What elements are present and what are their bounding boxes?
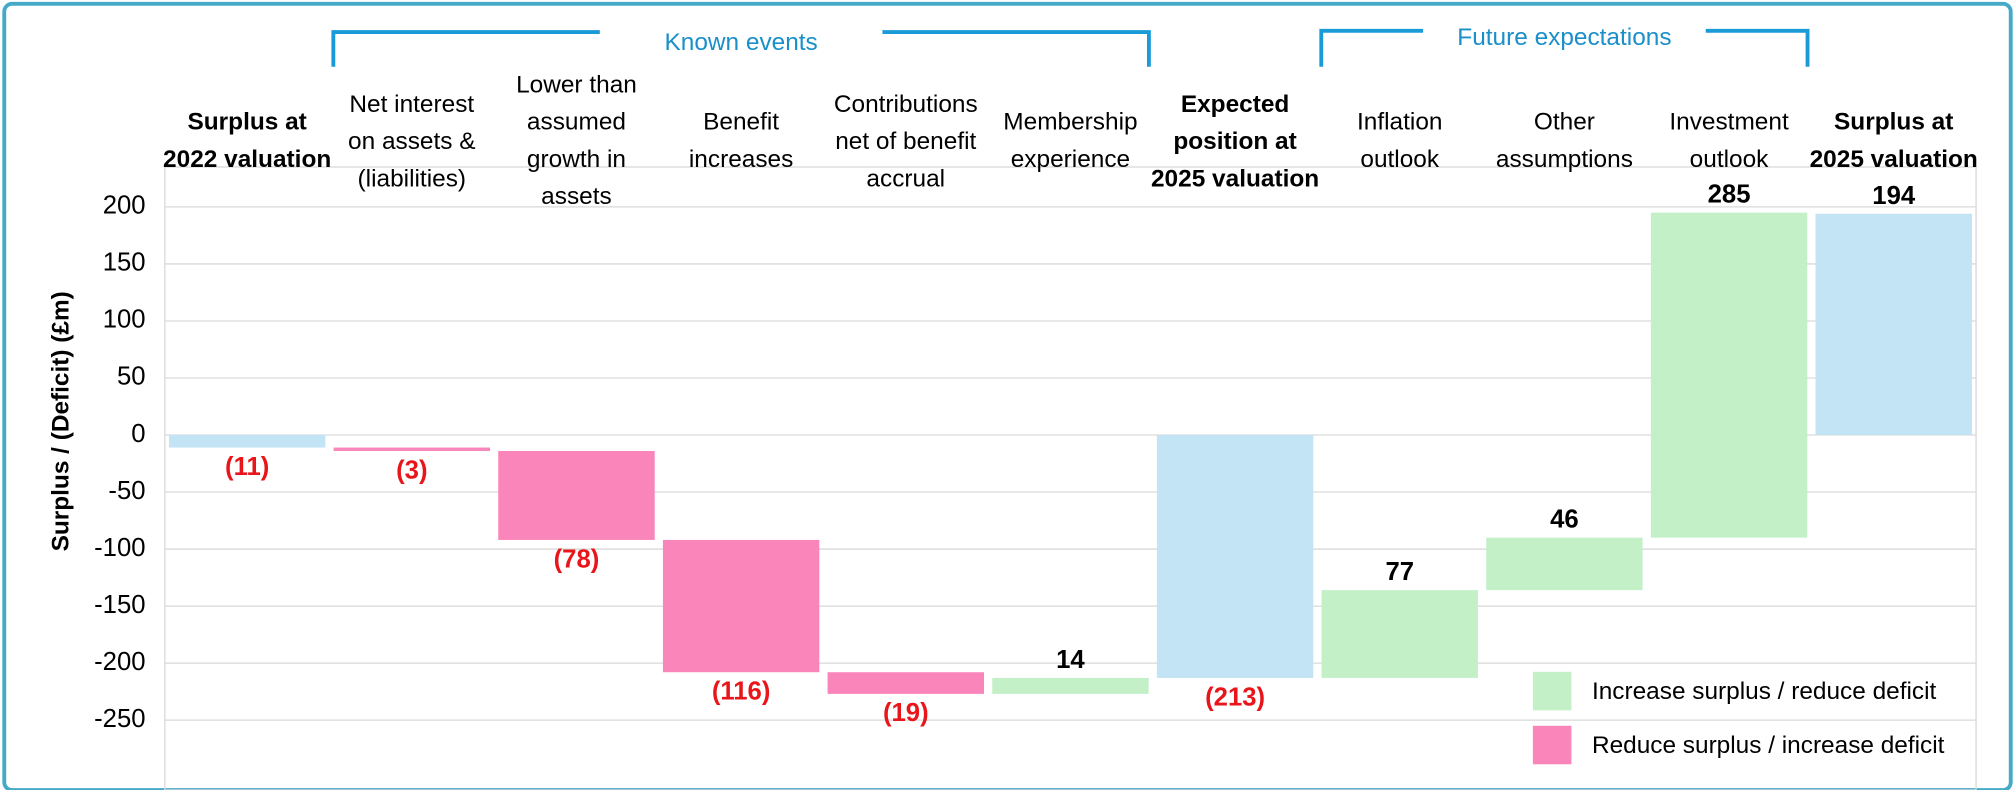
bar <box>827 672 984 694</box>
legend-swatch <box>1532 671 1572 711</box>
x-tick-label-box: Lower than assumed growth in assets <box>516 71 637 211</box>
x-tick-label-box: Benefit increases <box>688 109 794 174</box>
bar <box>1486 537 1643 591</box>
x-tick-label-box: Investment outlook <box>1669 109 1789 174</box>
group-bracket <box>331 30 1151 67</box>
x-tick-label-box: Net interest on assets & (liabilities) <box>348 90 476 193</box>
value-label: 285 <box>1708 181 1751 209</box>
bar <box>498 450 655 540</box>
x-tick-label: Contributions net of benefit accrual <box>833 90 978 193</box>
y-tick-label: -200 <box>94 648 145 676</box>
plot-area <box>164 166 1977 790</box>
x-tick-label: Surplus at 2025 valuation <box>1809 109 1978 174</box>
bar <box>1815 213 1972 436</box>
group-bracket <box>1319 28 1810 67</box>
value-label: (116) <box>712 678 771 706</box>
y-tick-label: -150 <box>94 591 145 619</box>
value-label: 77 <box>1385 558 1414 586</box>
bar <box>1321 590 1478 678</box>
y-tick-label: 150 <box>103 249 146 277</box>
value-label: (3) <box>396 456 427 484</box>
value-label: 194 <box>1872 182 1916 210</box>
x-tick-label: Expected position at 2025 valuation <box>1150 90 1320 193</box>
x-tick-label-box: Expected position at 2025 valuation <box>1150 90 1320 193</box>
y-tick-label: 50 <box>117 363 146 391</box>
x-tick-label: Investment outlook <box>1669 109 1789 174</box>
bar <box>662 539 820 673</box>
x-tick-label-box: Membership experience <box>1003 109 1138 174</box>
value-label: (213) <box>1205 683 1265 711</box>
y-axis-label: Surplus / (Deficit) (£m) <box>48 291 75 551</box>
bar <box>168 435 326 448</box>
x-tick-label: Lower than assumed growth in assets <box>516 71 637 211</box>
value-label: 14 <box>1056 646 1085 674</box>
bar <box>992 677 1149 694</box>
y-tick-label: 200 <box>103 192 146 220</box>
legend-swatch <box>1532 725 1572 765</box>
x-tick-label-box: Contributions net of benefit accrual <box>833 90 978 193</box>
x-tick-label: Benefit increases <box>688 109 794 174</box>
x-tick-label-box: Other assumptions <box>1495 109 1633 174</box>
x-tick-label-box: Surplus at 2022 valuation <box>163 109 332 174</box>
legend-label: Reduce surplus / increase deficit <box>1592 732 1945 759</box>
legend-label: Increase surplus / reduce deficit <box>1592 678 1937 705</box>
x-tick-label-box: Surplus at 2025 valuation <box>1809 109 1978 174</box>
x-tick-label: Net interest on assets & (liabilities) <box>348 90 476 193</box>
y-tick-label: -250 <box>94 705 145 733</box>
value-label: 46 <box>1550 506 1579 534</box>
x-tick-label: Other assumptions <box>1495 109 1633 174</box>
value-label: (11) <box>225 453 269 481</box>
bar <box>1650 212 1808 538</box>
value-label: (19) <box>883 699 929 727</box>
y-tick-label: 100 <box>103 306 146 334</box>
group-label: Known events <box>665 29 818 56</box>
y-tick-label: -100 <box>94 534 145 562</box>
bar <box>1156 435 1314 678</box>
x-tick-label: Membership experience <box>1003 109 1138 174</box>
bar <box>333 447 491 451</box>
value-label: (78) <box>554 545 600 573</box>
y-tick-label: -50 <box>108 477 145 505</box>
x-tick-label-box: Inflation outlook <box>1356 109 1443 174</box>
x-tick-label: Surplus at 2022 valuation <box>163 109 332 174</box>
x-tick-label: Inflation outlook <box>1356 109 1443 174</box>
y-tick-label: 0 <box>131 420 145 448</box>
group-label: Future expectations <box>1457 24 1671 51</box>
